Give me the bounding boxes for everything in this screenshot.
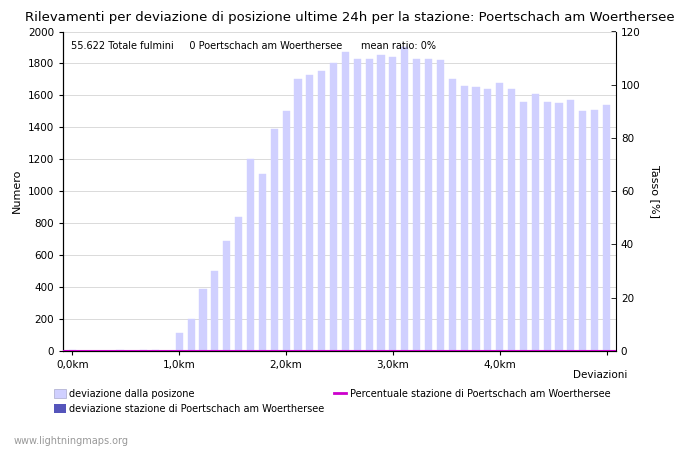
Bar (176, 333, 183, 351)
Bar (484, 89, 491, 351)
Bar (318, 72, 326, 351)
Text: –: – (610, 80, 616, 90)
Bar (473, 87, 480, 351)
Bar (199, 289, 206, 351)
Bar (591, 110, 598, 351)
Bar (603, 105, 610, 351)
Bar (330, 63, 337, 351)
Bar (532, 94, 539, 351)
Bar (365, 58, 372, 351)
Bar (413, 58, 420, 351)
Text: –: – (610, 133, 616, 143)
Bar (295, 79, 302, 351)
Bar (377, 55, 384, 351)
Bar (425, 58, 432, 351)
Y-axis label: Tasso [%]: Tasso [%] (650, 165, 660, 218)
Bar (508, 89, 515, 351)
Legend: deviazione dalla posizone, deviazione stazione di Poertschach am Woerthersee, Pe: deviazione dalla posizone, deviazione st… (54, 389, 610, 414)
Bar (283, 112, 290, 351)
Bar (449, 79, 456, 351)
Text: –: – (610, 27, 616, 36)
Bar (567, 100, 575, 351)
Bar (69, 350, 76, 351)
Bar (401, 47, 408, 351)
Bar (579, 112, 587, 351)
Text: –: – (610, 186, 616, 196)
Text: www.lightningmaps.org: www.lightningmaps.org (14, 436, 129, 446)
Bar (520, 102, 527, 351)
Bar (247, 159, 254, 351)
Text: 55.622 Totale fulmini     0 Poertschach am Woerthersee      mean ratio: 0%: 55.622 Totale fulmini 0 Poertschach am W… (71, 41, 436, 51)
Text: –: – (610, 346, 616, 356)
Text: –: – (610, 239, 616, 249)
Bar (188, 319, 195, 351)
Bar (223, 241, 230, 351)
Bar (544, 102, 551, 351)
Bar (342, 52, 349, 351)
Bar (259, 174, 266, 351)
Text: –: – (610, 293, 616, 303)
Bar (211, 271, 218, 351)
Y-axis label: Numero: Numero (12, 169, 22, 213)
Bar (307, 75, 314, 351)
Bar (354, 58, 361, 351)
Bar (271, 129, 278, 351)
Bar (461, 86, 468, 351)
Bar (556, 104, 563, 351)
Text: Rilevamenti per deviazione di posizione ultime 24h per la stazione: Poertschach : Rilevamenti per deviazione di posizione … (25, 11, 675, 24)
Bar (496, 83, 503, 351)
Bar (235, 217, 242, 351)
Bar (389, 57, 396, 351)
Text: Deviazioni: Deviazioni (573, 370, 627, 380)
Bar (140, 350, 147, 351)
Bar (437, 60, 444, 351)
